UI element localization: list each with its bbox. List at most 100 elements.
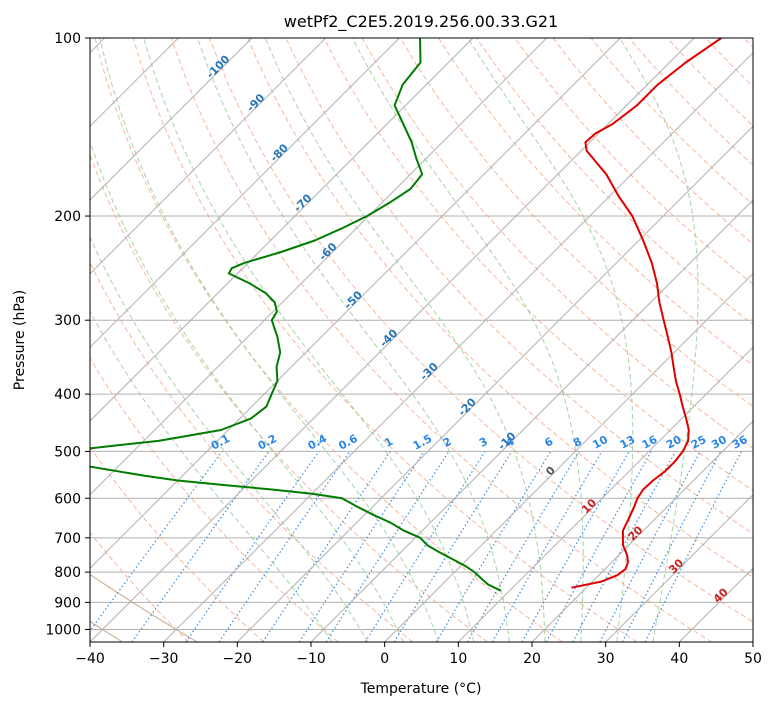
grid-lines xyxy=(90,38,753,630)
isotherm-line xyxy=(163,51,753,642)
mixing-ratio-line xyxy=(298,451,425,642)
brown-guide-curves xyxy=(90,573,198,642)
skewed-isotherms xyxy=(90,38,753,642)
y-tick-label: 1000 xyxy=(45,622,81,638)
mixing-ratio-label: 0.4 xyxy=(306,432,330,453)
mixing-ratio-label: 36 xyxy=(730,433,750,452)
isotherm-label: -40 xyxy=(377,326,400,349)
dry-adiabat xyxy=(247,38,753,578)
dry-adiabat xyxy=(743,38,753,49)
dry-adiabat xyxy=(90,531,190,642)
x-tick-label: −40 xyxy=(75,651,105,667)
dewpoint-profile xyxy=(90,38,502,592)
profile-series xyxy=(90,38,722,592)
moist-adiabat xyxy=(143,38,475,642)
dry-adiabat xyxy=(361,38,753,449)
isotherm-label: -70 xyxy=(291,191,314,214)
moist-adiabat xyxy=(90,139,404,642)
isotherm-line xyxy=(752,641,753,642)
moist-adiabat xyxy=(619,38,699,642)
isotherm-label: -60 xyxy=(316,240,339,263)
mixing-ratio-label: 8 xyxy=(571,435,584,450)
dry-adiabat xyxy=(552,38,753,245)
y-tick-label: 600 xyxy=(54,491,81,507)
mixing-ratio-line xyxy=(218,451,351,642)
dry-adiabat xyxy=(90,153,488,642)
dry-adiabat xyxy=(437,38,753,366)
mixing-ratio-label: 2 xyxy=(441,435,454,450)
x-axis-label: Temperature (°C) xyxy=(360,681,482,697)
dry-adiabat xyxy=(590,38,753,206)
mixing-ratio-label: 25 xyxy=(689,433,709,452)
moist-adiabat xyxy=(352,38,584,642)
isotherm-line xyxy=(678,567,753,642)
isotherm-line xyxy=(90,38,327,275)
isotherm-label: -100 xyxy=(204,52,233,81)
dry-adiabat xyxy=(209,38,753,623)
mixing-ratio-line xyxy=(185,451,320,642)
mixing-ratio-line xyxy=(545,451,652,642)
moist-adiabat xyxy=(197,38,510,642)
isotherm-line xyxy=(457,346,753,642)
isotherm-label: -50 xyxy=(342,288,365,311)
x-tick-label: 0 xyxy=(380,651,389,667)
mixing-ratio-label: 13 xyxy=(618,433,638,452)
moist-adiabat xyxy=(467,38,634,642)
moist-adiabat xyxy=(90,235,369,642)
isotherm-line xyxy=(236,125,753,642)
mixing-ratio-line xyxy=(521,451,630,642)
isotherm-line xyxy=(90,38,253,201)
dry-adiabat xyxy=(90,357,339,642)
isotherm-line xyxy=(90,38,695,642)
mixing-ratio-line xyxy=(435,451,552,642)
dry-adiabat xyxy=(90,261,414,642)
isotherm-line xyxy=(531,420,753,642)
isotherm-label: -90 xyxy=(244,91,267,114)
x-tick-label: −10 xyxy=(296,651,326,667)
x-axis-ticks: −40 −30 −20 −10 0 10 20 30 40 50 xyxy=(75,642,762,667)
mixing-ratio-label: 1 xyxy=(382,435,395,450)
mixing-ratio-label: 3 xyxy=(477,435,490,450)
mixing-ratio-line xyxy=(325,451,450,642)
mixing-ratio-line xyxy=(621,451,722,642)
temperature-profile xyxy=(571,38,722,589)
isotherm-line xyxy=(90,38,400,349)
mixing-ratio-line xyxy=(393,451,513,642)
isotherm-line xyxy=(605,493,753,642)
x-tick-label: 20 xyxy=(523,651,541,667)
mixing-ratio-label: 1.5 xyxy=(411,432,434,453)
x-tick-label: 30 xyxy=(597,651,615,667)
isotherm-label: 30 xyxy=(666,556,686,576)
mixing-ratio-line xyxy=(572,451,677,642)
brown-guide-curve xyxy=(90,573,198,642)
dry-adiabat xyxy=(667,38,753,127)
mixing-ratio-line xyxy=(90,451,223,632)
dry-adiabat xyxy=(705,38,753,88)
moist-adiabats xyxy=(90,38,699,642)
y-tick-label: 300 xyxy=(54,313,81,329)
isotherm-line xyxy=(384,272,753,642)
x-tick-label: −30 xyxy=(149,651,179,667)
dry-adiabats xyxy=(90,38,753,642)
mixing-ratio-label: 20 xyxy=(664,433,684,452)
mixing-ratio-line xyxy=(644,451,743,642)
mixing-ratio-label: 10 xyxy=(590,433,610,452)
y-tick-label: 900 xyxy=(54,595,81,611)
y-axis-label: Pressure (hPa) xyxy=(12,290,28,390)
plot-frame xyxy=(89,37,754,643)
y-tick-label: 800 xyxy=(54,565,81,581)
isotherm-label: -10 xyxy=(495,429,518,452)
x-tick-label: 10 xyxy=(449,651,467,667)
mixing-ratio-lines xyxy=(90,451,743,642)
moist-adiabat xyxy=(264,38,546,642)
y-tick-label: 500 xyxy=(54,444,81,460)
y-tick-label: 700 xyxy=(54,531,81,547)
moist-adiabat xyxy=(90,310,333,642)
x-tick-label: 40 xyxy=(670,651,688,667)
isotherm-line xyxy=(310,199,753,642)
mixing-ratio-label: 30 xyxy=(709,433,729,452)
mixing-ratio-label: 6 xyxy=(543,435,556,450)
mixing-ratio-label: 16 xyxy=(640,433,660,452)
x-tick-label: −20 xyxy=(223,651,253,667)
